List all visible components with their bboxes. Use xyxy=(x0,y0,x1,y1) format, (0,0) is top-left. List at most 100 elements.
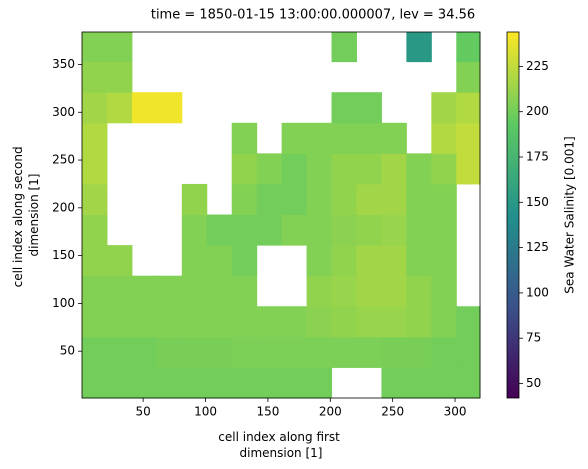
colorbar xyxy=(506,31,520,399)
cell xyxy=(381,306,407,338)
y-tick-label: 150 xyxy=(52,248,75,262)
cell xyxy=(231,183,258,216)
cell xyxy=(82,183,108,216)
cell xyxy=(306,122,333,154)
cell xyxy=(381,122,407,154)
cell xyxy=(406,306,432,338)
cell xyxy=(156,92,183,124)
cell xyxy=(331,183,357,216)
cell xyxy=(231,245,258,277)
cell xyxy=(82,153,108,185)
cell xyxy=(156,275,183,307)
cell xyxy=(231,306,258,338)
cell xyxy=(431,92,457,124)
cell xyxy=(356,122,382,154)
x-tick-label: 100 xyxy=(194,405,217,419)
cell xyxy=(106,92,133,124)
cell xyxy=(82,367,108,399)
cell xyxy=(381,336,407,368)
cell xyxy=(82,122,108,154)
cell xyxy=(181,367,208,399)
y-tick-label: 200 xyxy=(52,200,75,214)
cell xyxy=(331,275,357,307)
cell xyxy=(131,336,158,368)
cell xyxy=(131,92,158,124)
cell xyxy=(456,367,481,399)
cell xyxy=(331,245,357,277)
cell xyxy=(406,214,432,246)
y-tick-label: 250 xyxy=(52,153,75,167)
cell xyxy=(181,336,208,368)
cell xyxy=(281,214,308,246)
cell xyxy=(82,306,108,338)
cell xyxy=(82,336,108,368)
cell xyxy=(156,367,183,399)
cell xyxy=(356,183,382,216)
cell xyxy=(306,245,333,277)
cell xyxy=(381,275,407,307)
cell xyxy=(431,245,457,277)
cell xyxy=(131,367,158,399)
y-tick-label: 100 xyxy=(52,296,75,310)
x-axis-label-line: cell index along first xyxy=(218,430,340,444)
cell xyxy=(231,153,258,185)
cell xyxy=(106,367,133,399)
colorbar-tick-label: 200 xyxy=(526,104,549,118)
x-tick-label: 50 xyxy=(135,405,150,419)
colorbar-tick-label: 50 xyxy=(526,376,541,390)
colorbar-label: Sea Water Salinity [0.001] xyxy=(563,136,577,293)
cell xyxy=(106,61,133,93)
cell xyxy=(256,153,283,185)
cell xyxy=(281,122,308,154)
cell xyxy=(181,214,208,246)
y-axis-label-line: dimension [1] xyxy=(27,174,41,257)
cell xyxy=(306,306,333,338)
cell xyxy=(82,92,108,124)
cell xyxy=(431,122,457,154)
cell xyxy=(106,306,133,338)
cell xyxy=(82,32,108,63)
cell xyxy=(206,245,233,277)
cell xyxy=(356,245,382,277)
cell xyxy=(281,336,308,368)
cell xyxy=(356,153,382,185)
cell xyxy=(456,92,481,124)
colorbar-tick-label: 100 xyxy=(526,285,549,299)
cell xyxy=(82,275,108,307)
cell xyxy=(406,336,432,368)
cell xyxy=(331,32,357,63)
heatmap xyxy=(82,32,481,399)
cell xyxy=(206,275,233,307)
cell xyxy=(181,183,208,216)
colorbar-tick-label: 225 xyxy=(526,59,549,73)
y-tick-label: 300 xyxy=(52,105,75,119)
cell xyxy=(156,306,183,338)
x-tick-label: 300 xyxy=(444,405,467,419)
x-tick-label: 150 xyxy=(256,405,279,419)
cell xyxy=(331,153,357,185)
cell xyxy=(431,367,457,399)
cell xyxy=(206,367,233,399)
x-axis-label: cell index along first dimension [1] xyxy=(218,430,343,460)
cell xyxy=(231,122,258,154)
cell xyxy=(281,153,308,185)
cell xyxy=(356,336,382,368)
y-tick-label: 50 xyxy=(60,344,75,358)
cell xyxy=(381,153,407,185)
cell xyxy=(106,245,133,277)
cell xyxy=(231,336,258,368)
cell xyxy=(456,306,481,338)
cell xyxy=(431,214,457,246)
cell xyxy=(206,214,233,246)
cell xyxy=(256,183,283,216)
cell xyxy=(431,153,457,185)
cell xyxy=(156,336,183,368)
cell xyxy=(82,61,108,93)
cell xyxy=(131,306,158,338)
cell xyxy=(431,183,457,216)
cell xyxy=(131,275,158,307)
cell xyxy=(406,32,432,63)
cell xyxy=(306,336,333,368)
cell xyxy=(381,214,407,246)
cell xyxy=(456,336,481,368)
